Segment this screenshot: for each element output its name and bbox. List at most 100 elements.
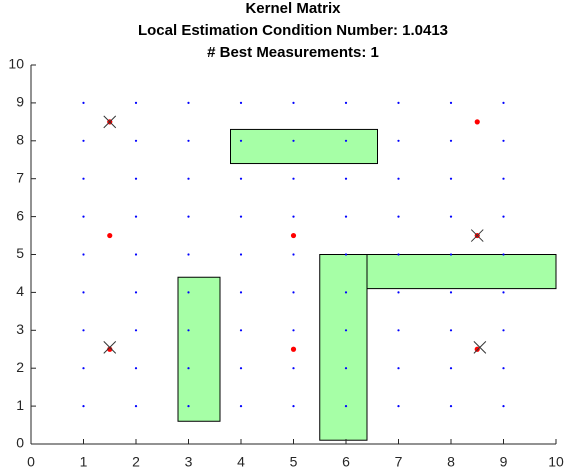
x-tick-label: 8: [447, 454, 455, 470]
point: [474, 119, 480, 125]
grid-point: [397, 253, 400, 256]
grid-point: [134, 177, 138, 180]
grid-point: [292, 215, 295, 218]
grid-point: [292, 139, 295, 142]
y-tick-label: 1: [16, 397, 24, 413]
y-tick-label: 6: [16, 207, 24, 223]
x-marker: [470, 229, 484, 242]
grid-point: [134, 101, 138, 104]
grid-point: [292, 329, 295, 332]
rectangle: [230, 128, 378, 165]
grid-point: [449, 291, 453, 294]
grid-point: [344, 139, 348, 142]
point: [290, 346, 297, 352]
grid-point: [187, 291, 190, 294]
grid-point: [502, 215, 505, 218]
grid-point: [82, 329, 85, 332]
grid-point: [187, 329, 190, 332]
grid-point: [187, 367, 190, 370]
grid-point: [82, 367, 85, 370]
grid-point: [344, 253, 348, 256]
grid-point: [502, 291, 505, 294]
grid-point: [292, 177, 295, 180]
grid-point: [134, 405, 138, 408]
grid-point: [502, 367, 505, 370]
grid-point: [292, 101, 295, 104]
y-tick-label: 2: [16, 359, 24, 375]
grid-point: [449, 139, 453, 142]
grid-point: [397, 177, 400, 180]
grid-point: [292, 291, 295, 294]
grid-point: [449, 367, 453, 370]
grid-point: [239, 101, 243, 104]
y-tick-label: 10: [8, 56, 24, 72]
point: [290, 232, 297, 239]
grid-point: [82, 291, 85, 294]
chart-title: Kernel Matrix: [245, 0, 341, 17]
grid-point: [449, 253, 453, 256]
x-tick-label: 9: [500, 454, 508, 470]
grid-point: [292, 405, 295, 408]
grid-point: [187, 405, 190, 408]
x-marker: [103, 341, 117, 354]
y-tick-label: 3: [16, 321, 24, 337]
grid-point: [187, 101, 190, 104]
grid-point: [397, 405, 400, 408]
grid-point: [239, 405, 243, 408]
grid-point: [82, 215, 85, 218]
rectangle: [366, 254, 557, 290]
grid-point: [344, 367, 348, 370]
x-tick-label: 4: [237, 454, 245, 470]
x-tick-label: 5: [290, 454, 298, 470]
grid-point: [344, 101, 348, 104]
point: [107, 232, 113, 239]
grid-point: [239, 177, 243, 180]
grid-point: [292, 253, 295, 256]
grid-point: [82, 253, 85, 256]
x-tick-label: 6: [342, 454, 350, 470]
rectangle: [319, 254, 368, 441]
grid-point: [239, 291, 243, 294]
chart-subtitle: # Best Measurements: 1: [207, 44, 379, 61]
x-marker: [103, 115, 117, 129]
grid-point: [239, 329, 243, 332]
y-tick-label: 4: [16, 283, 24, 299]
grid-point: [502, 101, 505, 104]
grid-point: [502, 139, 505, 142]
grid-point: [82, 177, 85, 180]
grid-point: [502, 329, 505, 332]
grid-point: [134, 253, 138, 256]
grid-point: [134, 215, 138, 218]
y-tick-label: 5: [16, 245, 24, 261]
grid-point: [239, 367, 243, 370]
grid-point: [502, 253, 505, 256]
grid-point: [187, 177, 190, 180]
x-tick-label: 10: [548, 454, 564, 470]
x-tick-label: 3: [185, 454, 193, 470]
point: [474, 346, 480, 352]
grid-point: [187, 215, 190, 218]
grid-point: [187, 253, 190, 256]
grid-point: [239, 139, 243, 142]
chart-subtitle: Local Estimation Condition Number: 1.041…: [138, 22, 448, 39]
grid-point: [502, 405, 505, 408]
y-tick-label: 0: [16, 435, 24, 451]
grid-point: [449, 215, 453, 218]
grid-point: [187, 139, 190, 142]
grid-point: [397, 291, 400, 294]
grid-point: [82, 101, 85, 104]
grid-point: [502, 177, 505, 180]
y-tick-label: 7: [16, 169, 24, 185]
x-tick-label: 0: [27, 454, 35, 470]
y-tick-label: 8: [16, 132, 24, 148]
grid-point: [134, 329, 138, 332]
grid-point: [239, 253, 243, 256]
x-tick-label: 1: [80, 454, 88, 470]
grid-point: [134, 139, 138, 142]
x-tick-label: 2: [132, 454, 140, 470]
grid-point: [344, 177, 348, 180]
grid-point: [134, 367, 138, 370]
grid-point: [344, 405, 348, 408]
grid-point: [397, 139, 400, 142]
